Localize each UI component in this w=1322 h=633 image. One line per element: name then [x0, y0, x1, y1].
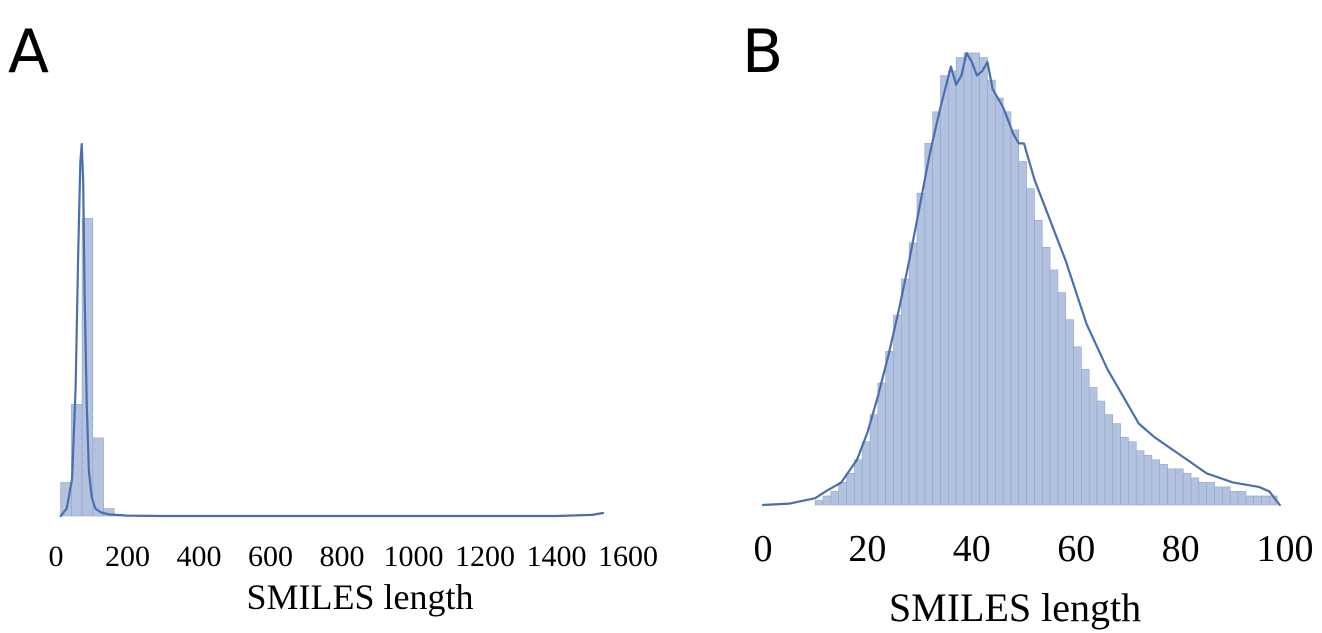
panel-a-bar: [92, 437, 104, 517]
panel-b-bar: [1112, 423, 1121, 506]
panel-b-bar: [1159, 464, 1168, 506]
panel-b-bar: [1096, 400, 1106, 506]
panel-a-tick-label: 1600: [598, 540, 658, 573]
panel-a-letter: A: [8, 17, 49, 87]
panel-b-bar: [987, 79, 996, 506]
panel-b-bar: [1018, 161, 1027, 506]
panel-a-density-curve: [59, 142, 605, 518]
panel-b-bar: [1261, 495, 1270, 506]
panel-a-tick-label: 400: [177, 540, 222, 573]
panel-b-x-axis-label: SMILES length: [889, 585, 1141, 630]
panel-b-bar: [1198, 482, 1207, 506]
panel-b-bar: [932, 111, 941, 506]
panel-b-bar: [869, 414, 879, 506]
panel-b-bar: [994, 97, 1004, 506]
panel-b-bar: [838, 482, 847, 506]
panel-b-bar: [877, 382, 886, 506]
panel-b-bar: [1034, 219, 1043, 506]
panel-b-letter: B: [742, 17, 783, 87]
panel-b-bar: [830, 491, 839, 506]
panel-b-bar: [955, 57, 965, 506]
panel-b-bar: [1190, 477, 1200, 506]
panel-b-bar: [1065, 319, 1074, 506]
panel-b-bar: [901, 278, 910, 506]
panel-b-bar: [1206, 482, 1215, 506]
panel-b-tick-label: 60: [1057, 528, 1095, 570]
panel-b-bar: [1088, 387, 1098, 506]
panel-a-tick-label: 200: [105, 540, 150, 573]
panel-b-bar: [1049, 269, 1059, 506]
panel-b-bar: [916, 192, 926, 506]
panel-b-bar: [885, 351, 894, 506]
panel-a: A 0 200 400 600 800 1000 1200 1400 1600 SMILES l…: [8, 17, 658, 617]
panel-b-x-tick-labels: 0 20 40 60 80 100: [754, 528, 1314, 570]
panel-b-bar: [1143, 454, 1153, 506]
panel-b-bar: [924, 143, 933, 506]
panel-b-bar: [1222, 486, 1231, 506]
panel-b-bar: [1229, 491, 1239, 506]
panel-b-bar: [854, 459, 863, 506]
panel-b-tick-label: 100: [1257, 528, 1314, 570]
panel-a-bar: [81, 218, 94, 517]
panel-b-tick-label: 0: [754, 528, 773, 570]
panel-a-tick-label: 800: [320, 540, 365, 573]
panel-b-bar: [1073, 346, 1082, 506]
panel-a-x-tick-labels: 0 200 400 600 800 1000 1200 1400 1600: [49, 540, 659, 573]
panel-b-bar: [1237, 491, 1247, 506]
panel-a-tick-label: 1400: [527, 540, 587, 573]
panel-b-bar: [1135, 450, 1145, 506]
panel-b-tick-label: 20: [848, 528, 886, 570]
panel-a-tick-label: 600: [248, 540, 293, 573]
panel-b-bar: [1182, 473, 1192, 506]
panel-b-bar: [1010, 129, 1020, 506]
panel-b-bar: [908, 242, 918, 506]
panel-b-bar: [979, 57, 988, 506]
panel-b-bar: [1120, 436, 1129, 506]
panel-b-bar: [1026, 188, 1035, 506]
panel-b-bar: [861, 441, 871, 506]
panel-b-bar: [1081, 369, 1090, 506]
panel-b-bar: [963, 52, 973, 506]
panel-b-density-curve: [761, 51, 1281, 507]
panel-b-bar: [1253, 495, 1262, 506]
panel-a-tick-label: 1200: [455, 540, 515, 573]
panel-b-bar: [846, 473, 855, 506]
panel-b-bar: [1002, 111, 1012, 506]
panel-b-bar: [1167, 468, 1176, 506]
panel-b-bar: [822, 495, 832, 506]
panel-b-bar: [948, 70, 957, 506]
panel-b-bar: [1057, 292, 1067, 506]
panel-b-histogram-bars: [814, 52, 1278, 506]
panel-b-bar: [893, 314, 902, 506]
panel-b-bar: [1175, 468, 1184, 506]
panel-b-bar: [1151, 459, 1161, 506]
panel-b-bar: [1245, 495, 1254, 506]
panel-b-bar: [1104, 414, 1114, 506]
panel-b-bar: [940, 75, 949, 506]
panel-b-bar: [1128, 441, 1137, 506]
panel-b-bar: [971, 52, 980, 506]
panel-a-tick-label: 1000: [384, 540, 444, 573]
panel-b: B 0 20 40 60 80 100 SMILES length: [742, 17, 1314, 630]
panel-a-x-axis-label: SMILES length: [246, 577, 473, 617]
panel-b-bar: [1214, 486, 1223, 506]
panel-a-tick-label: 0: [49, 540, 64, 573]
panel-b-bar: [814, 500, 824, 506]
panel-b-tick-label: 80: [1162, 528, 1200, 570]
panel-a-histogram-bars: [60, 218, 126, 517]
panel-b-tick-label: 40: [953, 528, 991, 570]
panel-b-bar: [1041, 247, 1051, 506]
